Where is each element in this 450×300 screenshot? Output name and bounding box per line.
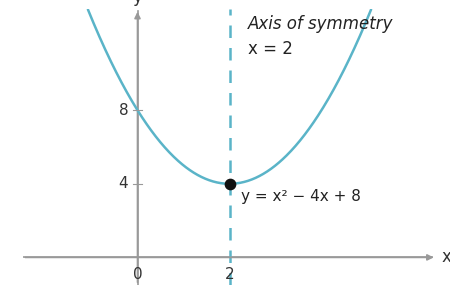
Text: y = x² − 4x + 8: y = x² − 4x + 8	[241, 189, 361, 204]
Text: x: x	[441, 248, 450, 266]
Text: Axis of symmetry: Axis of symmetry	[248, 14, 393, 32]
Text: 2: 2	[225, 267, 234, 282]
Text: 0: 0	[133, 267, 142, 282]
Point	[226, 182, 233, 186]
Text: y: y	[133, 0, 143, 6]
Text: 8: 8	[119, 103, 128, 118]
Text: 4: 4	[119, 176, 128, 191]
Text: x = 2: x = 2	[248, 40, 293, 58]
